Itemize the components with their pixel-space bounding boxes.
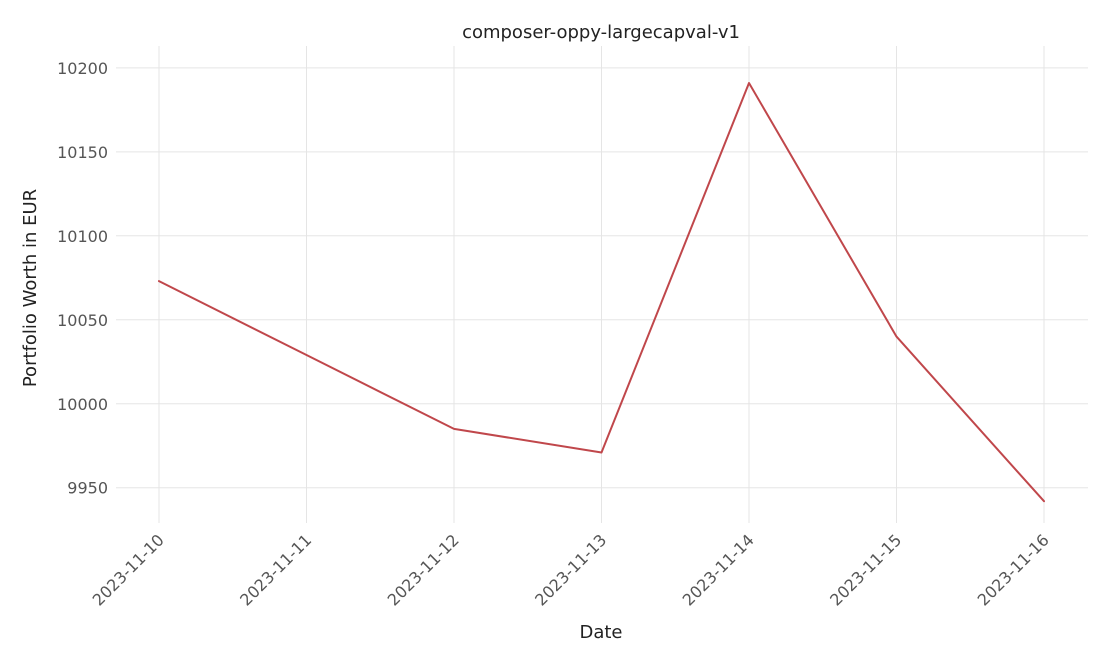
y-tick-label: 10050 xyxy=(57,311,108,330)
x-tick-labels: 2023-11-10 2023-11-11 2023-11-12 2023-11-13… xyxy=(89,530,1053,609)
x-tick-label: 2023-11-15 xyxy=(826,530,905,609)
x-tick-label: 2023-11-10 xyxy=(89,530,168,609)
x-axis-title: Date xyxy=(579,622,622,643)
x-tick-label: 2023-11-11 xyxy=(236,530,315,609)
series-line xyxy=(158,82,1045,503)
series-group xyxy=(158,82,1045,503)
y-tick-label: 10200 xyxy=(57,59,108,78)
y-tick-label: 10100 xyxy=(57,227,108,246)
y-axis-title: Portfolio Worth in EUR xyxy=(20,189,41,387)
y-tick-labels: 9950 10000 10050 10100 10150 10200 xyxy=(57,59,108,498)
x-tick-label: 2023-11-16 xyxy=(974,530,1053,609)
y-tick-label: 10000 xyxy=(57,395,108,414)
x-tick-label: 2023-11-13 xyxy=(531,530,610,609)
chart-title: composer-oppy-largecapval-v1 xyxy=(462,22,740,43)
x-tick-label: 2023-11-14 xyxy=(679,530,758,609)
y-tick-label: 9950 xyxy=(67,479,108,498)
x-tick-label: 2023-11-12 xyxy=(384,530,463,609)
y-tick-label: 10150 xyxy=(57,143,108,162)
x-gridlines xyxy=(158,46,1045,523)
